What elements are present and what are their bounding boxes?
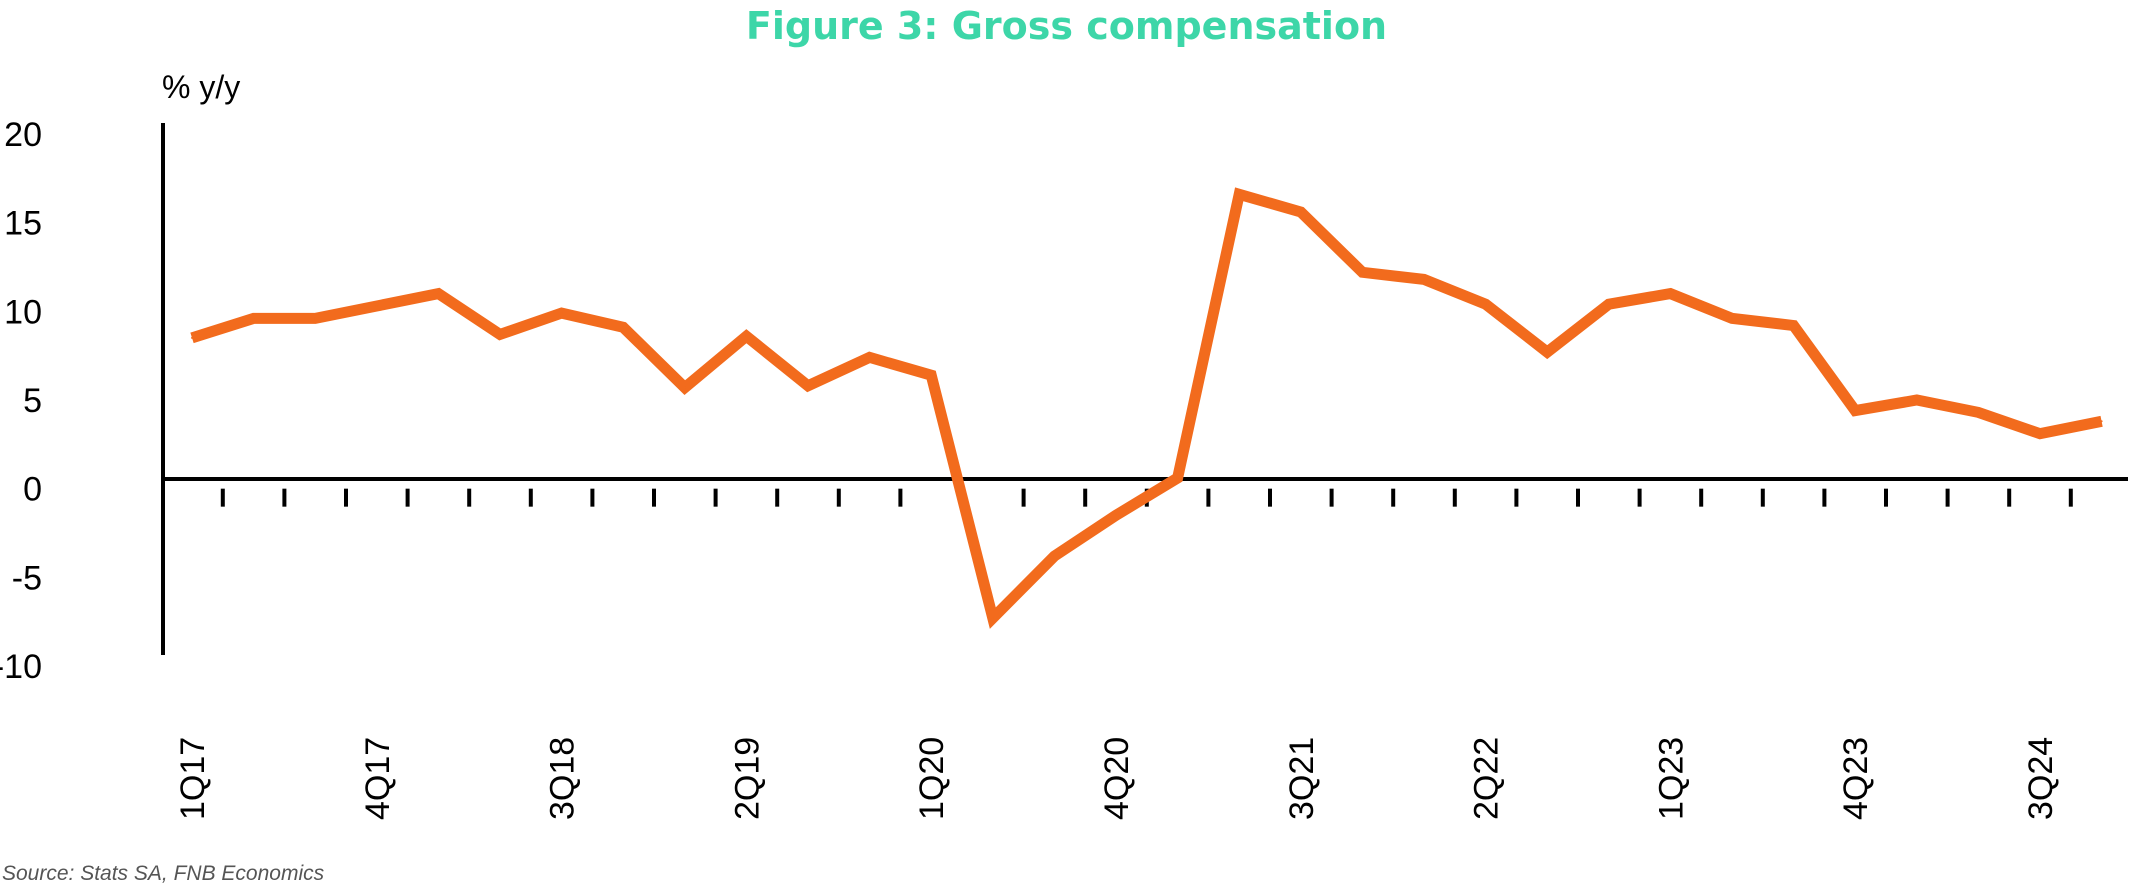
series-point-1Q24 (1915, 399, 1918, 401)
series-point-4Q22 (1607, 303, 1610, 306)
y-tick-label: 20 (4, 116, 42, 154)
series-point-1Q20 (930, 374, 933, 377)
x-tick-label: 2Q22 (1468, 737, 1506, 820)
series-point-4Q17 (375, 305, 378, 308)
x-tick-label: 4Q20 (1098, 737, 1136, 820)
series-point-3Q23 (1792, 324, 1795, 327)
x-tick-labels: 1Q17 4Q17 3Q18 2Q19 1Q20 4Q20 3Q21 2Q22 1Q23 4Q23… (174, 737, 2060, 820)
series-point-4Q21 (1361, 271, 1364, 274)
series-point-3Q20 (1053, 555, 1056, 558)
series-point-3Q19 (807, 384, 809, 387)
y-tick-labels: 20 15 10 5 0 -5 -10 (0, 116, 42, 686)
series-point-1Q22 (1423, 278, 1425, 281)
x-tick-label: 3Q24 (2022, 737, 2060, 820)
source-note: Source: Stats SA, FNB Economics (2, 862, 325, 885)
series-point-1Q17 (191, 336, 193, 339)
x-tick-label: 4Q23 (1837, 737, 1875, 820)
y-tick-label: 0 (23, 471, 42, 509)
series-point-1Q23 (1669, 292, 1672, 295)
y-tick-label: 10 (4, 293, 42, 331)
series-point-4Q23 (1854, 409, 1857, 412)
series-point-3Q21 (1299, 211, 1302, 214)
x-tick-label: 3Q21 (1283, 737, 1321, 820)
x-tick-label: 1Q17 (174, 737, 212, 820)
series-point-4Q18 (622, 326, 625, 329)
y-tick-label: -10 (0, 648, 42, 686)
x-tick-label: 1Q20 (913, 737, 951, 820)
series-point-4Q24 (2100, 420, 2103, 423)
y-tick-label: 15 (4, 205, 42, 243)
series-points (191, 193, 2103, 620)
series-point-3Q24 (2039, 432, 2041, 435)
series-point-2Q24 (1977, 411, 1980, 414)
x-tick-label: 1Q23 (1652, 737, 1690, 820)
series-point-2Q18 (499, 333, 501, 336)
series-point-2Q21 (1238, 193, 1241, 196)
series-point-3Q18 (560, 312, 563, 315)
series-point-2Q22 (1484, 303, 1487, 306)
x-tick-label: 4Q17 (359, 737, 397, 820)
series-point-1Q19 (683, 386, 686, 389)
chart-title: Figure 3: Gross compensation (745, 4, 1388, 48)
series-point-2Q17 (252, 317, 255, 320)
series-point-2Q23 (1731, 317, 1733, 320)
series-line-gross-compensation (190, 187, 2103, 629)
y-tick-label: 5 (23, 382, 42, 420)
series-point-2Q20 (991, 617, 994, 620)
series-point-4Q19 (868, 356, 871, 359)
series-point-3Q22 (1546, 351, 1549, 354)
series-point-4Q20 (1115, 514, 1117, 517)
series-point-1Q21 (1176, 477, 1179, 480)
x-tick-label: 3Q18 (544, 737, 582, 820)
y-axis-unit-label: % y/y (162, 69, 240, 105)
y-tick-label: -5 (12, 559, 42, 597)
series-point-1Q18 (437, 292, 440, 295)
series-point-3Q17 (314, 317, 317, 320)
series-point-2Q19 (745, 335, 748, 338)
x-tick-label: 2Q19 (728, 737, 766, 820)
